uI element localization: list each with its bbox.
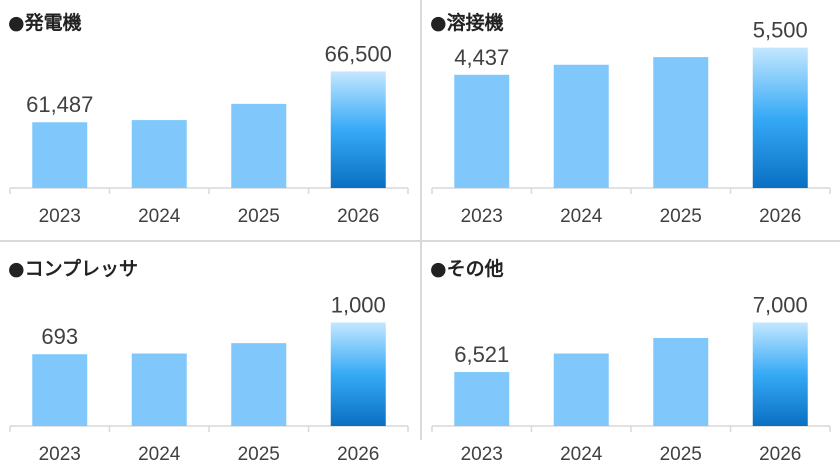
bar bbox=[231, 103, 287, 188]
x-tick-label: 2023 bbox=[39, 206, 81, 227]
data-label: 693 bbox=[41, 324, 78, 349]
x-tick-label: 2026 bbox=[337, 206, 379, 227]
bar bbox=[131, 353, 187, 426]
bar bbox=[454, 74, 510, 188]
bar bbox=[553, 64, 609, 188]
x-tick-label: 2025 bbox=[660, 444, 702, 461]
chart-title: ●発電機 bbox=[8, 11, 82, 34]
x-tick-label: 2025 bbox=[660, 206, 702, 227]
data-label: 6,521 bbox=[454, 342, 509, 367]
x-tick-label: 2024 bbox=[560, 444, 603, 461]
bar bbox=[231, 343, 287, 426]
x-tick-label: 2023 bbox=[461, 444, 503, 461]
x-tick-label: 2024 bbox=[560, 206, 603, 227]
data-label: 5,500 bbox=[753, 18, 808, 43]
data-label: 4,437 bbox=[454, 45, 509, 70]
data-label: 1,000 bbox=[331, 292, 386, 317]
x-tick-label: 2023 bbox=[461, 206, 503, 227]
x-tick-label: 2025 bbox=[238, 206, 280, 227]
bar bbox=[752, 47, 808, 188]
bar bbox=[752, 322, 808, 426]
bar bbox=[32, 354, 88, 426]
x-tick-label: 2026 bbox=[759, 444, 801, 461]
x-tick-label: 2026 bbox=[337, 444, 379, 461]
bar bbox=[454, 372, 510, 426]
chart-title: ●その他 bbox=[430, 257, 504, 280]
bar bbox=[653, 57, 709, 188]
bar bbox=[653, 337, 709, 426]
chart-title: ●溶接機 bbox=[430, 11, 504, 34]
bar bbox=[553, 353, 609, 426]
bar bbox=[330, 71, 386, 188]
x-tick-label: 2024 bbox=[138, 206, 181, 227]
bar bbox=[32, 122, 88, 188]
bar bbox=[330, 322, 386, 426]
data-label: 7,000 bbox=[753, 292, 808, 317]
x-tick-label: 2023 bbox=[39, 444, 81, 461]
x-tick-label: 2024 bbox=[138, 444, 181, 461]
bar bbox=[131, 120, 187, 188]
data-label: 66,500 bbox=[325, 41, 392, 66]
data-label: 61,487 bbox=[26, 92, 93, 117]
x-tick-label: 2025 bbox=[238, 444, 280, 461]
x-tick-label: 2026 bbox=[759, 206, 801, 227]
chart-title: ●コンプレッサ bbox=[8, 257, 138, 280]
